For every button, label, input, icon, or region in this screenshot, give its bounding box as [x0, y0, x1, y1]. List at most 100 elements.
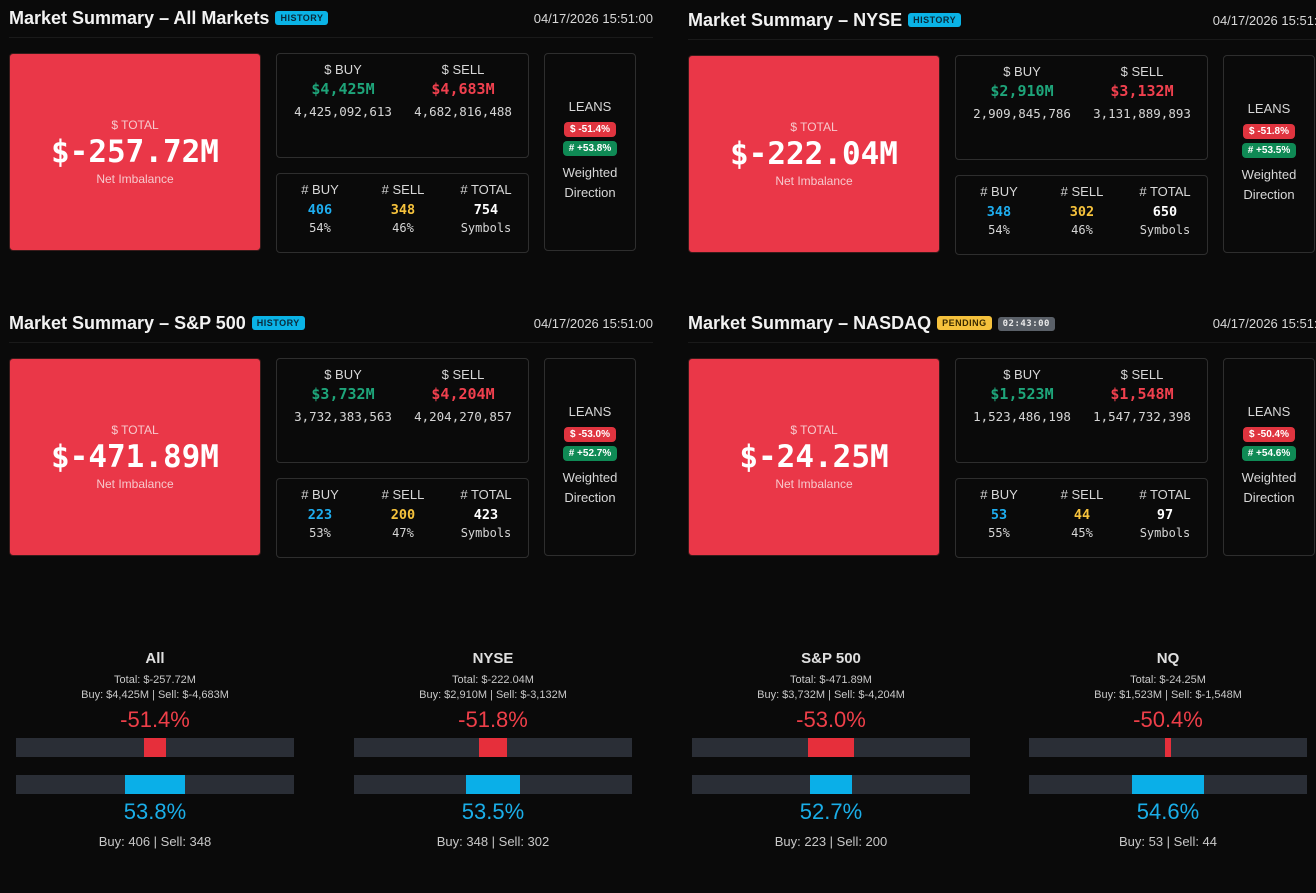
- gauge-buysell-line: Buy: $3,732M | Sell: $-4,204M: [757, 689, 905, 701]
- status-badge[interactable]: HISTORY: [908, 13, 962, 27]
- dollar-buy-full: 2,909,845,786: [973, 106, 1071, 121]
- dollar-sell-label: $ SELL: [1120, 64, 1164, 79]
- dollar-sell-value: $3,132M: [1110, 82, 1174, 100]
- count-total-label: # TOTAL: [1139, 184, 1191, 199]
- gauge-count-track: [692, 775, 970, 794]
- total-value: $-24.25M: [739, 439, 889, 475]
- leans-title: LEANS: [568, 404, 612, 419]
- panel-title-wrap: Market Summary – NASDAQ PENDING 02:43:00: [688, 313, 1055, 334]
- direction-gauge: NQ Total: $-24.25M Buy: $1,523M | Sell: …: [1029, 650, 1307, 849]
- panel-title: Market Summary – S&P 500: [9, 313, 246, 333]
- gauge-dollar-percent: -50.4%: [1133, 707, 1203, 732]
- count-sell-column: # SELL 302 46%: [1042, 184, 1122, 237]
- leans-title: LEANS: [568, 99, 612, 114]
- market-summary-panel: Market Summary – NASDAQ PENDING 02:43:00 0…: [688, 305, 1316, 575]
- dollar-sell-column: $ SELL $4,204M 4,204,270,857: [403, 367, 523, 427]
- leans-card: LEANS $ -51.8% # +53.5% Weighted Directi…: [1223, 55, 1315, 253]
- lean-count-pill: # +54.6%: [1241, 446, 1297, 461]
- gauge-footer: Buy: 348 | Sell: 302: [436, 834, 550, 849]
- count-sell-percent: 46%: [1071, 223, 1093, 237]
- dollar-sell-value: $4,683M: [431, 80, 495, 98]
- gauge-buysell-line: Buy: $1,523M | Sell: $-1,548M: [1094, 689, 1242, 701]
- count-sell-column: # SELL 44 45%: [1042, 487, 1122, 540]
- panel-timestamp: 04/17/2026 15:51:00: [533, 316, 653, 331]
- count-total-label: # TOTAL: [460, 182, 512, 197]
- gauge-title: NQ: [1156, 650, 1180, 667]
- symbol-count-card: # BUY 406 54% # SELL 348 46% # TOTAL 754…: [276, 173, 529, 253]
- gauge-dollar-marker: [478, 738, 507, 757]
- gauge-count-marker: [809, 775, 852, 794]
- total-imbalance-card: $ TOTAL $-257.72M Net Imbalance: [9, 53, 261, 251]
- dollar-buy-value: $4,425M: [311, 80, 375, 98]
- dollar-buy-column: $ BUY $1,523M 1,523,486,198: [962, 367, 1082, 427]
- dollar-sell-value: $4,204M: [431, 385, 495, 403]
- lean-dollar-pill: $ -51.8%: [1242, 124, 1296, 139]
- leans-card: LEANS $ -53.0% # +52.7% Weighted Directi…: [544, 358, 636, 556]
- count-sell-label: # SELL: [1060, 184, 1104, 199]
- gauge-count-track: [16, 775, 294, 794]
- dollar-buy-value: $2,910M: [990, 82, 1054, 100]
- dollar-sell-full: 1,547,732,398: [1093, 409, 1191, 424]
- dollar-sell-label: $ SELL: [441, 62, 485, 77]
- dollar-buy-column: $ BUY $3,732M 3,732,383,563: [283, 367, 403, 427]
- count-buy-label: # BUY: [301, 487, 339, 502]
- market-summary-panel: Market Summary – NYSE HISTORY 04/17/2026 …: [688, 2, 1316, 272]
- gauge-dollar-marker: [144, 738, 166, 757]
- gauge-title: All: [145, 650, 165, 667]
- dollar-buy-sell-card: $ BUY $1,523M 1,523,486,198 $ SELL $1,54…: [955, 358, 1208, 463]
- gauge-count-percent: 54.6%: [1136, 799, 1200, 824]
- total-value: $-257.72M: [51, 134, 219, 170]
- count-total-column: # TOTAL 97 Symbols: [1125, 487, 1205, 540]
- leans-description: Weighted Direction: [562, 165, 618, 200]
- status-badge[interactable]: PENDING: [937, 316, 992, 330]
- count-sell-percent: 47%: [392, 526, 414, 540]
- total-value: $-471.89M: [51, 439, 219, 475]
- gauge-total-line: Total: $-471.89M: [790, 674, 872, 686]
- gauge-dollar-track: [1029, 738, 1307, 757]
- count-sell-value: 348: [390, 202, 416, 218]
- gauge-count-track: [1029, 775, 1307, 794]
- gauge-count-marker: [1132, 775, 1204, 794]
- dollar-buy-value: $3,732M: [311, 385, 375, 403]
- panel-title-wrap: Market Summary – S&P 500 HISTORY: [9, 313, 305, 334]
- dollar-buy-label: $ BUY: [1003, 367, 1041, 382]
- total-imbalance-card: $ TOTAL $-471.89M Net Imbalance: [9, 358, 261, 556]
- gauge-title: NYSE: [472, 650, 514, 667]
- leans-card: LEANS $ -50.4% # +54.6% Weighted Directi…: [1223, 358, 1315, 556]
- gauge-count-marker: [125, 775, 185, 794]
- gauge-title: S&P 500: [801, 650, 861, 667]
- panel-header: Market Summary – All Markets HISTORY 04/1…: [9, 0, 653, 38]
- dollar-buy-value: $1,523M: [990, 385, 1054, 403]
- count-buy-column: # BUY 406 54%: [280, 182, 360, 235]
- dollar-buy-full: 4,425,092,613: [294, 104, 392, 119]
- count-sell-percent: 46%: [392, 221, 414, 235]
- leans-description: Weighted Direction: [562, 470, 618, 505]
- dollar-sell-column: $ SELL $3,132M 3,131,889,893: [1082, 64, 1202, 124]
- count-buy-percent: 55%: [988, 526, 1010, 540]
- dollar-buy-label: $ BUY: [324, 62, 362, 77]
- dollar-sell-full: 3,131,889,893: [1093, 106, 1191, 121]
- leans-title: LEANS: [1247, 101, 1291, 116]
- status-badge[interactable]: HISTORY: [251, 316, 305, 330]
- lean-dollar-pill: $ -51.4%: [563, 122, 617, 137]
- lean-count-pill: # +53.5%: [1241, 143, 1297, 158]
- gauge-dollar-track: [692, 738, 970, 757]
- gauge-total-line: Total: $-24.25M: [1130, 674, 1206, 686]
- dollar-sell-column: $ SELL $4,683M 4,682,816,488: [403, 62, 523, 122]
- count-buy-value: 348: [986, 204, 1012, 220]
- count-total-value: 423: [473, 507, 499, 523]
- count-total-label: # TOTAL: [1139, 487, 1191, 502]
- gauge-count-track: [354, 775, 632, 794]
- count-total-value: 650: [1152, 204, 1178, 220]
- panel-header: Market Summary – NASDAQ PENDING 02:43:00 0…: [688, 305, 1316, 343]
- direction-gauge: NYSE Total: $-222.04M Buy: $2,910M | Sel…: [354, 650, 632, 849]
- status-badge[interactable]: HISTORY: [275, 11, 329, 25]
- panel-title: Market Summary – NASDAQ: [688, 313, 932, 333]
- dollar-sell-column: $ SELL $1,548M 1,547,732,398: [1082, 367, 1202, 427]
- panel-title-wrap: Market Summary – All Markets HISTORY: [9, 8, 329, 29]
- leans-card: LEANS $ -51.4% # +53.8% Weighted Directi…: [544, 53, 636, 251]
- gauge-total-line: Total: $-257.72M: [114, 674, 196, 686]
- gauge-dollar-marker: [1164, 738, 1172, 757]
- total-subtitle: Net Imbalance: [775, 477, 853, 491]
- gauge-count-percent: 53.5%: [461, 799, 525, 824]
